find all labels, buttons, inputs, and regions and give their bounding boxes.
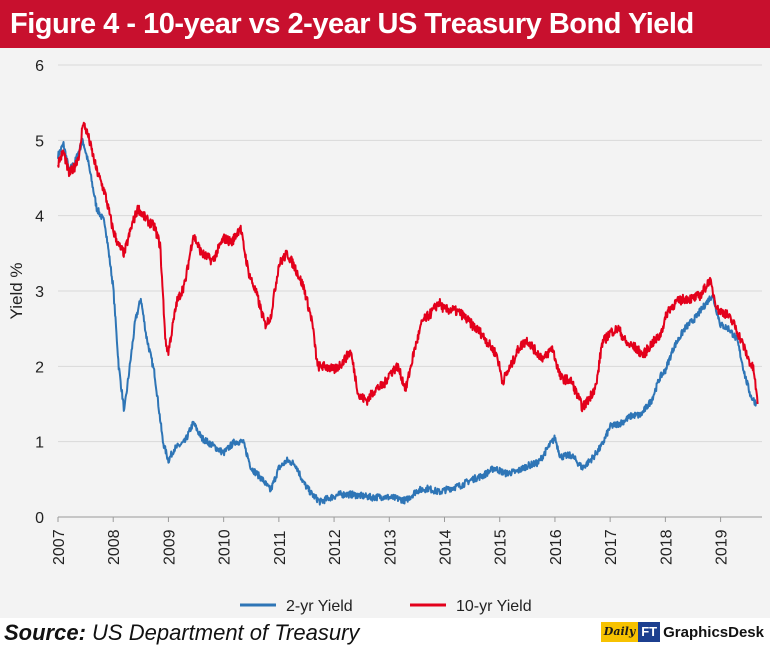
legend-item-10yr-label: 10-yr Yield (456, 598, 532, 615)
brand-logo: Daily FT GraphicsDesk (600, 622, 764, 642)
brand-name: GraphicsDesk (663, 623, 764, 641)
y-tick-label: 1 (35, 435, 44, 452)
axes: 0 1 2 3 4 5 6 2007 2008 2009 2010 2011 2012 2013 2014 2… (7, 58, 762, 565)
x-tick-label: 2016 (548, 529, 565, 565)
x-tick-label: 2014 (438, 529, 455, 565)
y-tick-label: 5 (35, 133, 44, 150)
x-tick-label: 2012 (327, 529, 344, 565)
legend-item-2yr-label: 2-yr Yield (286, 598, 353, 615)
x-tick-label: 2008 (106, 529, 123, 565)
series-line-2yr (57, 137, 758, 506)
series-lines (57, 121, 759, 506)
y-axis-label: Yield % (7, 262, 26, 319)
brand-daily: Daily (600, 622, 639, 642)
x-tick-label: 2011 (272, 530, 289, 565)
x-tick-label: 2009 (161, 529, 178, 565)
brand-ft: FT (638, 622, 661, 642)
chart-title: Figure 4 - 10-year vs 2-year US Treasury… (0, 0, 770, 48)
y-tick-label: 3 (35, 284, 44, 301)
source-label: Source: (4, 620, 86, 645)
legend: 2-yr Yield 10-yr Yield (240, 598, 532, 615)
line-chart: 0 1 2 3 4 5 6 2007 2008 2009 2010 2011 2012 2013 2014 2… (7, 58, 762, 615)
footer: Source: US Department of Treasury Daily … (0, 620, 770, 647)
chart-panel (0, 48, 770, 618)
x-tick-label: 2018 (658, 529, 675, 565)
source-text: US Department of Treasury (92, 620, 360, 645)
series-line-10yr (57, 121, 759, 413)
x-tick-label: 2015 (493, 529, 510, 565)
y-tick-label: 0 (35, 510, 44, 527)
y-tick-label: 2 (35, 359, 44, 376)
x-tick-label: 2013 (382, 529, 399, 565)
x-tick-label: 2017 (603, 529, 620, 565)
brand-mark: Daily FT (600, 622, 661, 642)
x-tick-label: 2019 (714, 529, 731, 565)
source-note: Source: US Department of Treasury (4, 620, 359, 646)
y-tick-label: 6 (35, 58, 44, 75)
x-tick-label: 2010 (217, 529, 234, 565)
x-tick-label: 2007 (51, 529, 68, 565)
y-tick-label: 4 (35, 209, 44, 226)
